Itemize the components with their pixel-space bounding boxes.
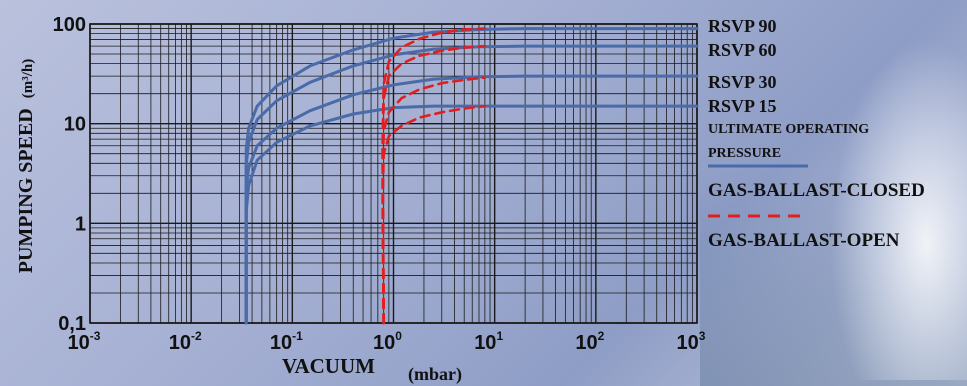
- chart-curves: [244, 27, 699, 325]
- series-rsvp15-closed-line: [244, 104, 699, 325]
- x-tick-label: 10-3: [68, 329, 101, 354]
- series-rsvp60-closed-line: [244, 44, 699, 325]
- series-rsvp30-open-line: [381, 76, 487, 325]
- x-tick-label: 100: [373, 329, 402, 354]
- legend-gas-ballast-open: GAS-BALLAST-OPEN: [708, 230, 900, 251]
- chart-grid: [89, 23, 698, 324]
- series-rsvp60-open-line: [381, 44, 487, 325]
- series-label-rsvp15: RSVP 15: [708, 96, 777, 116]
- series-label-rsvp90: RSVP 90: [708, 16, 777, 36]
- background-cloud: [830, 40, 967, 380]
- legend-swatches: [708, 164, 808, 218]
- y-tick-label: 10: [64, 114, 86, 136]
- x-axis-title: VACUUM: [282, 354, 375, 378]
- plot-frame: [89, 23, 698, 324]
- x-tick-label: 10-1: [270, 329, 303, 354]
- series-rsvp30-closed-line: [244, 74, 699, 325]
- series-label-rsvp60: RSVP 60: [708, 40, 777, 60]
- x-axis-unit: (mbar): [408, 364, 462, 384]
- series-rsvp15-open-line: [381, 104, 487, 325]
- legend-ultimate-line1: ULTIMATE OPERATING: [708, 122, 870, 137]
- y-axis-label: PUMPING SPEED (m³/h): [15, 36, 39, 296]
- series-label-rsvp30: RSVP 30: [708, 72, 777, 92]
- legend-ultimate-line2: PRESSURE: [708, 146, 782, 161]
- series-rsvp90-closed-line: [244, 27, 699, 325]
- y-tick-label: 100: [53, 14, 86, 36]
- legend-gas-ballast-closed: GAS-BALLAST-CLOSED: [708, 180, 925, 201]
- x-tick-label: 10-2: [169, 329, 202, 354]
- x-tick-label: 102: [575, 329, 604, 354]
- x-tick-label: 101: [474, 329, 503, 354]
- y-axis-unit: (m³/h): [20, 58, 36, 99]
- chart-ticks: 10-3 10-2 10-1 100 101 102 103 0,1 1 10 100: [53, 14, 706, 354]
- y-axis-title: PUMPING SPEED: [15, 108, 37, 274]
- y-tick-label: 1: [75, 213, 86, 235]
- x-tick-label: 103: [677, 329, 706, 354]
- y-tick-label: 0,1: [58, 313, 86, 335]
